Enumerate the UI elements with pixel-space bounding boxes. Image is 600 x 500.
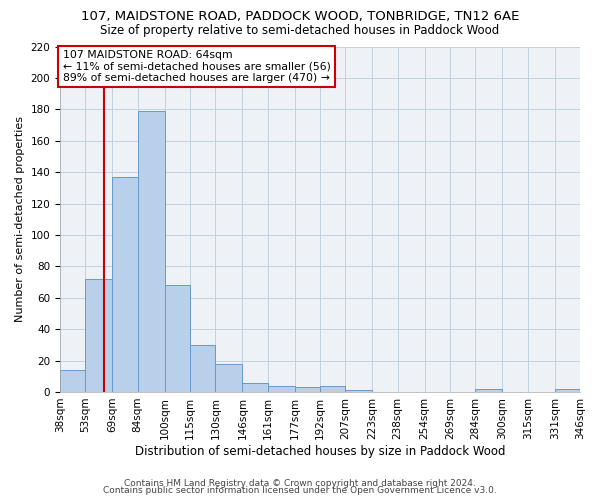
Bar [60, 370, 85, 392]
Bar [295, 387, 320, 392]
Bar [320, 386, 346, 392]
Bar [190, 345, 215, 392]
Text: 107, MAIDSTONE ROAD, PADDOCK WOOD, TONBRIDGE, TN12 6AE: 107, MAIDSTONE ROAD, PADDOCK WOOD, TONBR… [81, 10, 519, 23]
Bar [164, 285, 190, 392]
X-axis label: Distribution of semi-detached houses by size in Paddock Wood: Distribution of semi-detached houses by … [135, 444, 505, 458]
Text: Contains HM Land Registry data © Crown copyright and database right 2024.: Contains HM Land Registry data © Crown c… [124, 478, 476, 488]
Bar [268, 386, 295, 392]
Bar [112, 177, 137, 392]
Bar [85, 279, 112, 392]
Text: 107 MAIDSTONE ROAD: 64sqm
← 11% of semi-detached houses are smaller (56)
89% of : 107 MAIDSTONE ROAD: 64sqm ← 11% of semi-… [62, 50, 331, 83]
Y-axis label: Number of semi-detached properties: Number of semi-detached properties [15, 116, 25, 322]
Bar [137, 111, 164, 392]
Bar [475, 389, 502, 392]
Bar [242, 382, 268, 392]
Bar [346, 390, 373, 392]
Bar [554, 389, 580, 392]
Text: Contains public sector information licensed under the Open Government Licence v3: Contains public sector information licen… [103, 486, 497, 495]
Bar [215, 364, 242, 392]
Text: Size of property relative to semi-detached houses in Paddock Wood: Size of property relative to semi-detach… [100, 24, 500, 37]
